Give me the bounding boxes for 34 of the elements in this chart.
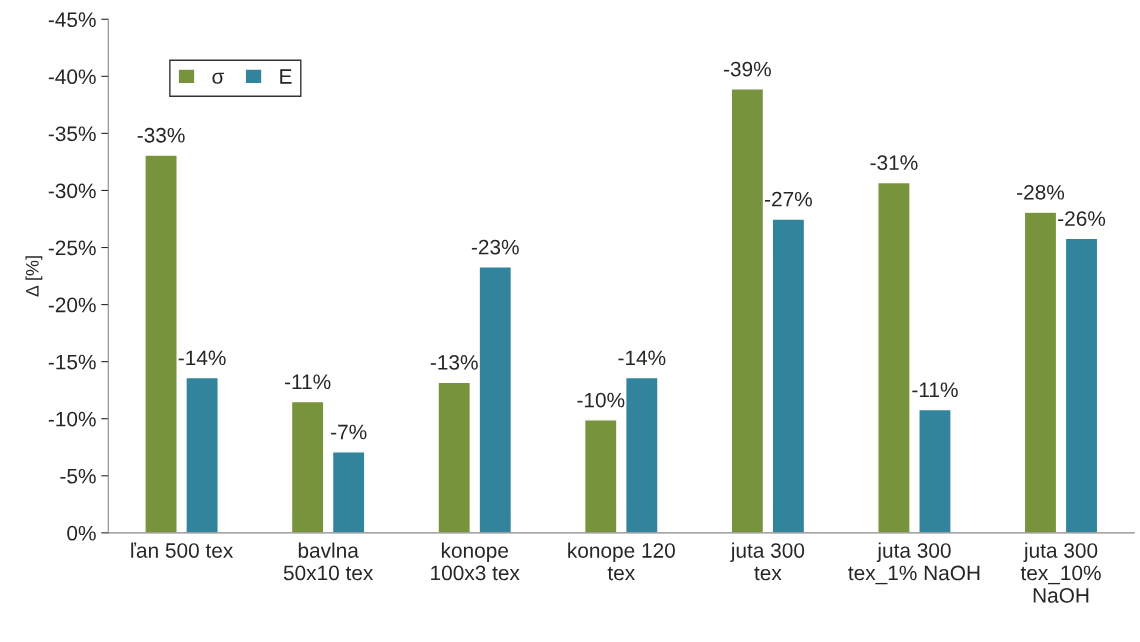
y-tick-label: -15% [48, 354, 96, 370]
x-tick-label: juta 300 tex_10% NaOH [1020, 542, 1101, 603]
y-tick-label: -20% [48, 297, 96, 313]
data-label: -13% [430, 355, 478, 370]
x-tick-label: bavlna 50x10 tex [283, 542, 374, 581]
data-label: -7% [331, 424, 367, 440]
data-label: -11% [285, 374, 331, 390]
y-axis-title: Δ [%] [25, 256, 43, 297]
data-label: -14% [178, 350, 226, 366]
y-tick-label: -45% [48, 12, 96, 28]
data-label: -10% [577, 392, 625, 408]
x-tick-label: juta 300 tex_1% NaOH [848, 542, 980, 585]
data-label: -28% [1017, 184, 1065, 200]
y-tick-label: -40% [48, 69, 96, 85]
data-label: -33% [137, 127, 185, 143]
data-label: -23% [471, 239, 519, 255]
y-tick-label: -5% [60, 468, 96, 484]
y-tick-label: -30% [48, 183, 96, 199]
data-label: -31% [870, 155, 918, 171]
data-label: -14% [618, 350, 666, 366]
y-tick-label: -10% [48, 411, 96, 427]
data-label: -27% [765, 191, 812, 207]
legend-label: σ [212, 72, 225, 84]
x-tick-label: ľan 500 tex [131, 542, 234, 558]
y-tick-label: 0% [67, 525, 96, 541]
data-label: -11% [912, 382, 958, 398]
y-tick-label: -35% [48, 126, 96, 142]
data-label: -26% [1058, 211, 1106, 226]
x-tick-label: konope 100x3 tex [431, 542, 520, 581]
x-tick-label: juta 300 tex [730, 542, 805, 581]
x-tick-label: konope 120 tex [568, 542, 675, 581]
y-tick-label: -25% [48, 240, 96, 256]
data-label: -39% [723, 61, 771, 77]
legend-label: E [280, 69, 292, 84]
